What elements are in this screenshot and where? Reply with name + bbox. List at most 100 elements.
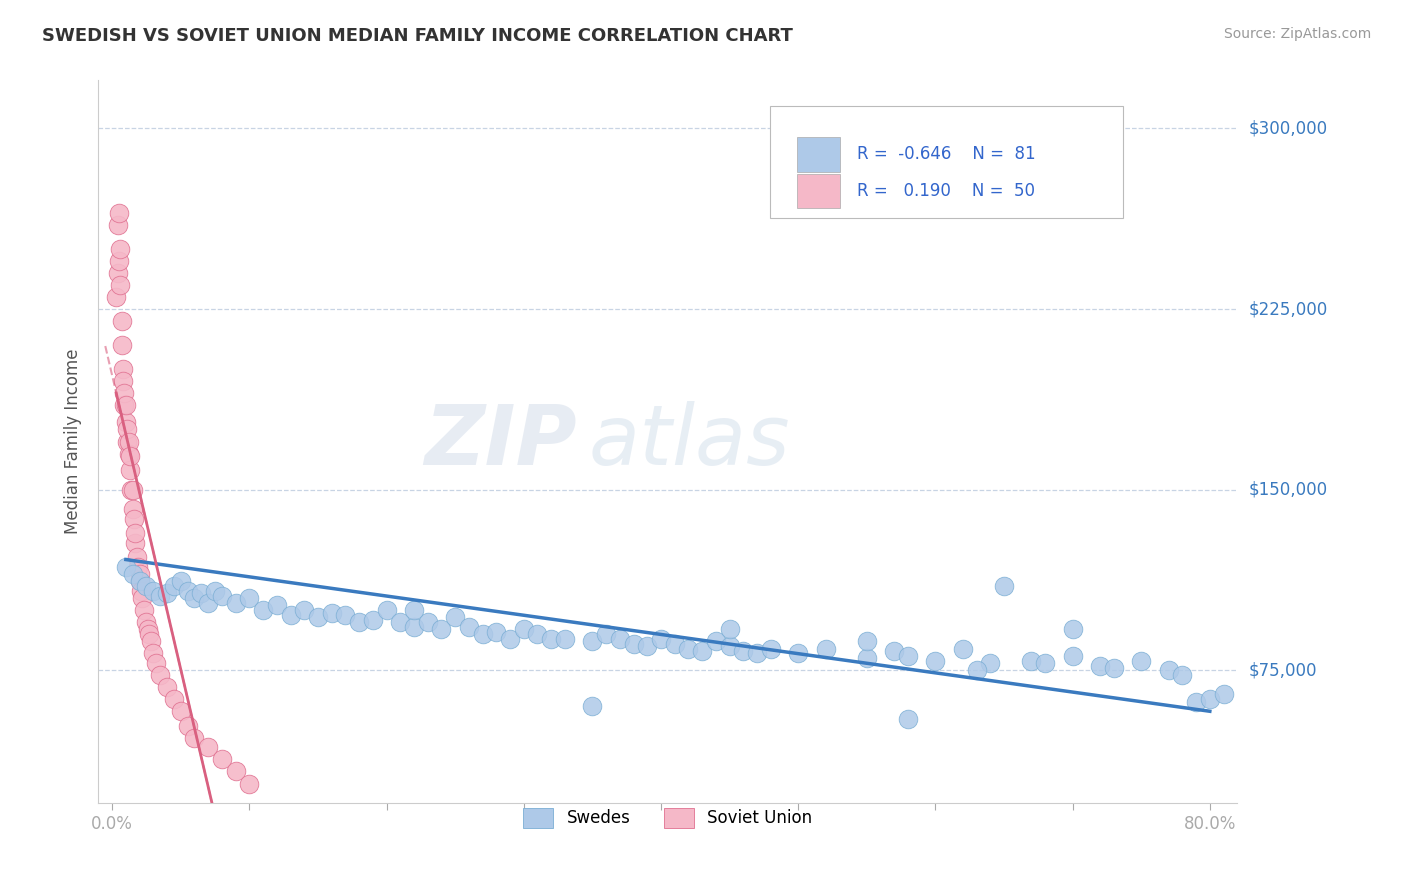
Point	[163, 692, 186, 706]
Point	[266, 599, 288, 613]
Point	[107, 218, 129, 232]
Point	[211, 752, 233, 766]
Point	[128, 574, 150, 589]
Point	[149, 589, 172, 603]
Point	[139, 634, 162, 648]
Point	[292, 603, 315, 617]
Point	[1171, 668, 1194, 682]
Point	[814, 641, 837, 656]
Point	[129, 583, 152, 598]
FancyBboxPatch shape	[797, 136, 839, 171]
Point	[471, 627, 494, 641]
Point	[107, 266, 129, 280]
Point	[156, 586, 179, 600]
Point	[190, 586, 212, 600]
Point	[108, 206, 131, 220]
Point	[321, 606, 343, 620]
Point	[115, 559, 138, 574]
Point	[135, 579, 157, 593]
Point	[156, 680, 179, 694]
Point	[883, 644, 905, 658]
FancyBboxPatch shape	[797, 174, 839, 208]
FancyBboxPatch shape	[770, 105, 1123, 218]
Point	[1062, 623, 1084, 637]
Point	[280, 607, 302, 622]
Text: atlas: atlas	[588, 401, 790, 482]
Point	[211, 589, 233, 603]
Point	[183, 591, 205, 606]
Text: SWEDISH VS SOVIET UNION MEDIAN FAMILY INCOME CORRELATION CHART: SWEDISH VS SOVIET UNION MEDIAN FAMILY IN…	[42, 27, 793, 45]
Point	[163, 579, 186, 593]
Point	[499, 632, 522, 646]
Point	[581, 634, 603, 648]
Point	[125, 550, 148, 565]
Point	[402, 620, 425, 634]
Point	[121, 483, 143, 497]
Point	[993, 579, 1015, 593]
Point	[636, 639, 658, 653]
Point	[204, 583, 226, 598]
Point	[513, 623, 536, 637]
Point	[759, 641, 782, 656]
Text: $300,000: $300,000	[1249, 120, 1327, 137]
Point	[678, 641, 700, 656]
Point	[485, 624, 508, 639]
Point	[457, 620, 479, 634]
Point	[402, 603, 425, 617]
Point	[197, 740, 219, 755]
Point	[127, 559, 149, 574]
Point	[787, 647, 810, 661]
Text: R =  -0.646    N =  81: R = -0.646 N = 81	[856, 145, 1036, 163]
Point	[540, 632, 562, 646]
Y-axis label: Median Family Income: Median Family Income	[65, 349, 83, 534]
Point	[197, 596, 219, 610]
Point	[1062, 648, 1084, 663]
Point	[1021, 654, 1043, 668]
Point	[136, 623, 159, 637]
Point	[117, 446, 139, 460]
Text: R =   0.190    N =  50: R = 0.190 N = 50	[856, 182, 1035, 200]
Point	[120, 483, 142, 497]
Point	[117, 434, 139, 449]
Point	[128, 567, 150, 582]
Point	[176, 583, 198, 598]
Point	[114, 398, 136, 412]
Point	[1102, 661, 1125, 675]
Point	[225, 596, 247, 610]
Point	[128, 574, 150, 589]
Point	[1198, 692, 1220, 706]
Point	[361, 613, 384, 627]
Point	[1157, 664, 1180, 678]
Point	[135, 615, 157, 630]
Point	[952, 641, 974, 656]
Text: $225,000: $225,000	[1249, 300, 1327, 318]
Point	[115, 398, 138, 412]
Point	[979, 656, 1001, 670]
Point	[335, 607, 357, 622]
Point	[138, 627, 160, 641]
Point	[142, 583, 165, 598]
Point	[170, 704, 193, 718]
Point	[1033, 656, 1056, 670]
Point	[595, 627, 617, 641]
Point	[115, 415, 138, 429]
Point	[664, 637, 686, 651]
Point	[121, 502, 143, 516]
Point	[183, 731, 205, 745]
Point	[112, 362, 135, 376]
Point	[131, 591, 153, 606]
Point	[252, 603, 274, 617]
Point	[108, 253, 131, 268]
Text: $75,000: $75,000	[1249, 661, 1317, 680]
Point	[307, 610, 329, 624]
Point	[416, 615, 439, 630]
Point	[145, 656, 167, 670]
Point	[650, 632, 672, 646]
Point	[581, 699, 603, 714]
Point	[430, 623, 453, 637]
Point	[238, 776, 260, 790]
Legend: Swedes, Soviet Union: Swedes, Soviet Union	[516, 802, 820, 834]
Point	[124, 526, 146, 541]
Point	[176, 719, 198, 733]
Point	[347, 615, 370, 630]
